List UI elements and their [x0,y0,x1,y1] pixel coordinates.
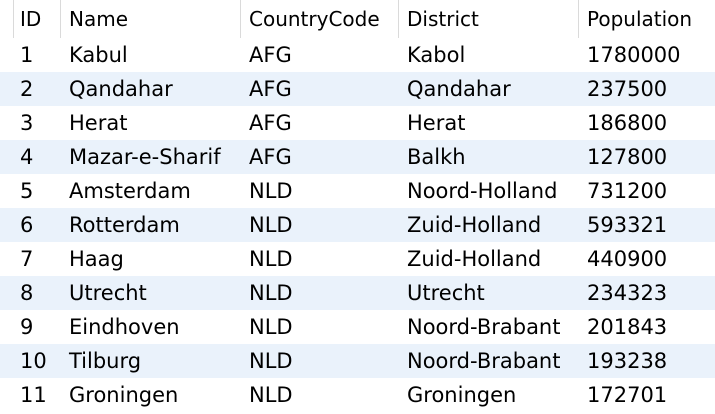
cell-id[interactable]: 10 [20,349,47,373]
table-row[interactable]: 3 Herat AFG Herat 186800 [0,106,715,140]
row-selector[interactable] [0,242,14,276]
table-row[interactable]: 7 Haag NLD Zuid-Holland 440900 [0,242,715,276]
cell-district[interactable]: Noord-Brabant [407,349,561,373]
cell-name[interactable]: Utrecht [69,281,147,305]
cell-population[interactable]: 731200 [587,179,668,203]
table-row[interactable]: 4 Mazar-e-Sharif AFG Balkh 127800 [0,140,715,174]
cell-population[interactable]: 201843 [587,315,668,339]
cell-name[interactable]: Kabul [69,43,128,67]
row-selector[interactable] [0,174,14,208]
cell-district[interactable]: Zuid-Holland [407,213,542,237]
cell-countrycode[interactable]: NLD [249,213,293,237]
cell-countrycode[interactable]: NLD [249,179,293,203]
row-selector[interactable] [0,208,14,242]
cell-name[interactable]: Tilburg [69,349,142,373]
cell-countrycode[interactable]: AFG [249,77,292,101]
row-selector[interactable] [0,276,14,310]
cell-id[interactable]: 8 [20,281,34,305]
row-selector[interactable] [0,378,14,412]
column-header-countrycode[interactable]: CountryCode [241,0,399,38]
cell-district[interactable]: Balkh [407,145,466,169]
cell-countrycode[interactable]: AFG [249,145,292,169]
cell-population[interactable]: 193238 [587,349,668,373]
cell-population[interactable]: 186800 [587,111,668,135]
cell-district[interactable]: Herat [407,111,466,135]
cell-name[interactable]: Eindhoven [69,315,180,339]
cell-district[interactable]: Kabol [407,43,466,67]
row-selector[interactable] [0,72,14,106]
cell-district[interactable]: Qandahar [407,77,511,101]
cell-id[interactable]: 11 [20,383,47,407]
cell-name[interactable]: Rotterdam [69,213,180,237]
table-row[interactable]: 5 Amsterdam NLD Noord-Holland 731200 [0,174,715,208]
column-header-district[interactable]: District [399,0,579,38]
column-header-population[interactable]: Population [587,7,693,31]
cell-id[interactable]: 9 [20,315,34,339]
cell-id[interactable]: 1 [20,43,34,67]
grid-header: ID Name CountryCode District Population [0,0,715,39]
cell-id[interactable]: 7 [20,247,34,271]
cell-population[interactable]: 593321 [587,213,668,237]
cell-population[interactable]: 1780000 [587,43,681,67]
cell-name[interactable]: Herat [69,111,128,135]
cell-id[interactable]: 6 [20,213,34,237]
cell-countrycode[interactable]: NLD [249,349,293,373]
cell-id[interactable]: 5 [20,179,34,203]
row-selector[interactable] [0,38,14,72]
table-row[interactable]: 2 Qandahar AFG Qandahar 237500 [0,72,715,106]
cell-name[interactable]: Qandahar [69,77,173,101]
cell-name[interactable]: Amsterdam [69,179,191,203]
column-header-name[interactable]: Name [61,0,241,38]
grid-body: 1 Kabul AFG Kabol 1780000 2 Qandahar AFG Qandaha… [0,38,715,412]
cell-id[interactable]: 3 [20,111,34,135]
table-row[interactable]: 9 Eindhoven NLD Noord-Brabant 201843 [0,310,715,344]
cell-population[interactable]: 234323 [587,281,668,305]
cell-countrycode[interactable]: AFG [249,111,292,135]
table-row[interactable]: 10 Tilburg NLD Noord-Brabant 193238 [0,344,715,378]
cell-population[interactable]: 440900 [587,247,668,271]
cell-countrycode[interactable]: NLD [249,315,293,339]
cell-countrycode[interactable]: NLD [249,247,293,271]
cell-id[interactable]: 2 [20,77,34,101]
cell-name[interactable]: Groningen [69,383,179,407]
row-selector[interactable] [0,310,14,344]
cell-name[interactable]: Mazar-e-Sharif [69,145,221,169]
table-row[interactable]: 11 Groningen NLD Groningen 172701 [0,378,715,412]
cell-countrycode[interactable]: AFG [249,43,292,67]
table-row[interactable]: 8 Utrecht NLD Utrecht 234323 [0,276,715,310]
row-selector[interactable] [0,106,14,140]
cell-population[interactable]: 237500 [587,77,668,101]
cell-district[interactable]: Groningen [407,383,517,407]
row-selector-header[interactable] [0,0,14,38]
cell-district[interactable]: Noord-Holland [407,179,558,203]
row-selector[interactable] [0,140,14,174]
column-header-id[interactable]: ID [14,0,61,38]
table-row[interactable]: 1 Kabul AFG Kabol 1780000 [0,38,715,72]
cell-countrycode[interactable]: NLD [249,281,293,305]
cell-name[interactable]: Haag [69,247,124,271]
cell-district[interactable]: Utrecht [407,281,485,305]
cell-id[interactable]: 4 [20,145,34,169]
table-row[interactable]: 6 Rotterdam NLD Zuid-Holland 593321 [0,208,715,242]
cell-district[interactable]: Zuid-Holland [407,247,542,271]
cell-countrycode[interactable]: NLD [249,383,293,407]
cell-population[interactable]: 172701 [587,383,668,407]
row-selector[interactable] [0,344,14,378]
cell-district[interactable]: Noord-Brabant [407,315,561,339]
cell-population[interactable]: 127800 [587,145,668,169]
